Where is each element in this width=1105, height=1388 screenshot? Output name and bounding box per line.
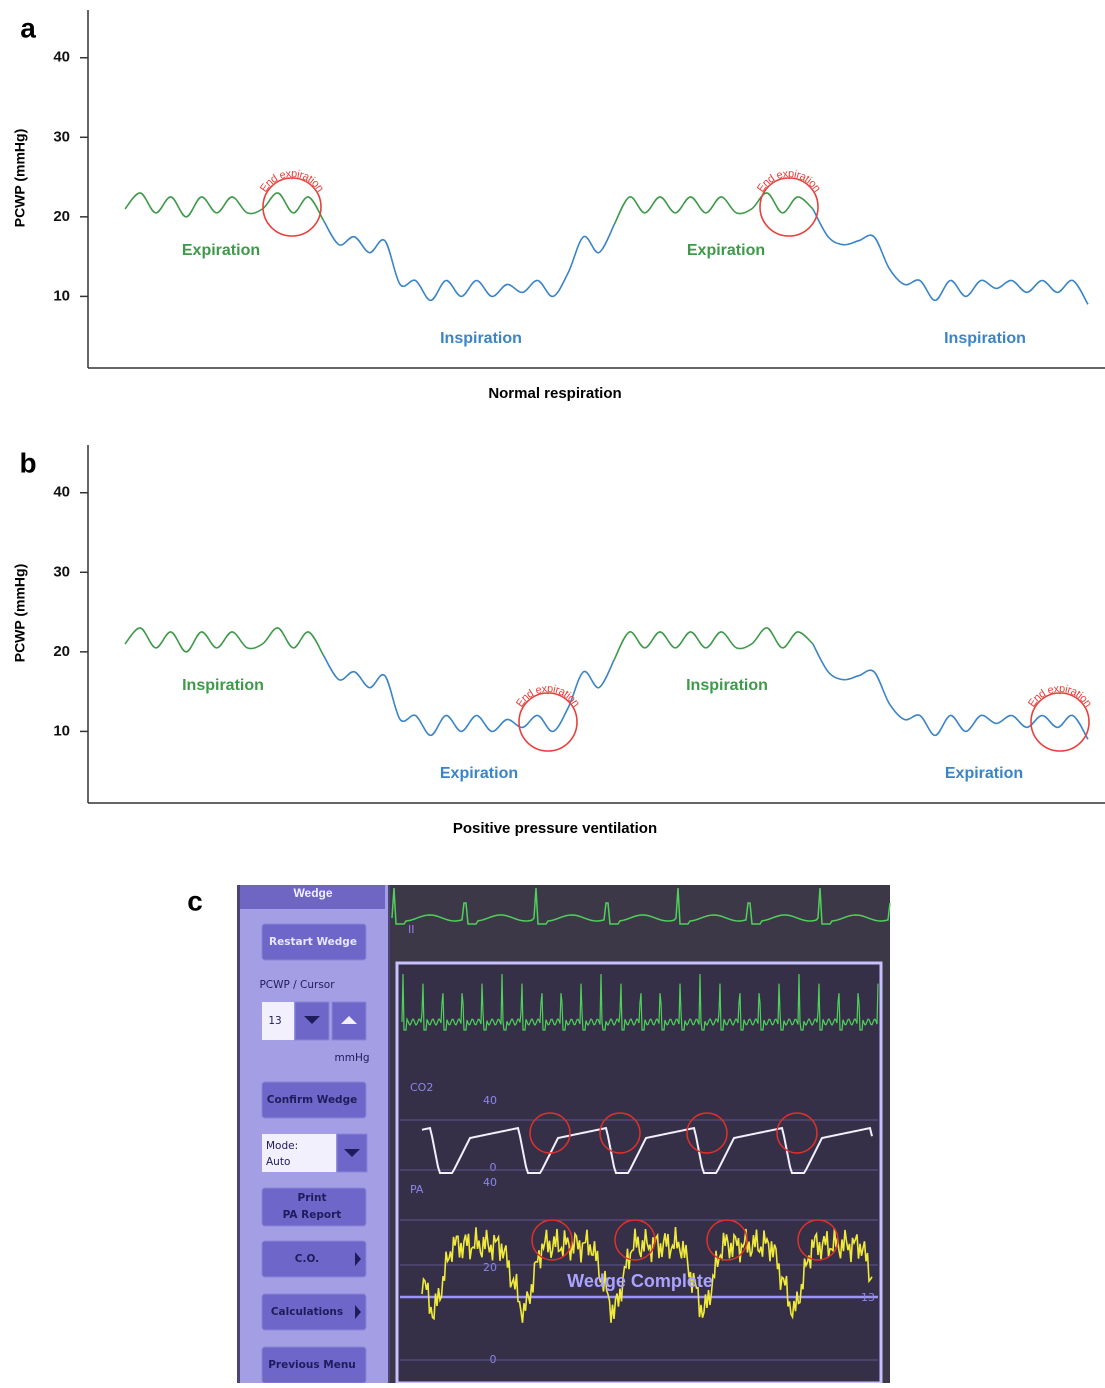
inner-screen: [395, 961, 883, 1385]
annotation: End expiration: [1026, 683, 1094, 710]
data-line: [613, 627, 814, 661]
data-line: [323, 655, 615, 737]
y-tick-label: 40: [53, 484, 70, 501]
button: [261, 923, 367, 961]
pa-trace: [421, 1227, 873, 1323]
button-arrow: [355, 1252, 361, 1266]
data-line: [323, 220, 615, 302]
annotation: Expiration: [945, 765, 1023, 782]
scale-label: 0: [490, 1353, 497, 1366]
y-axis-title: PCWP (mmHg): [12, 129, 28, 228]
annotation: End expiration: [258, 168, 326, 195]
button-label: Restart Wedge: [269, 936, 357, 948]
co2-trace: [421, 1126, 873, 1174]
y-tick-label: 30: [53, 563, 70, 580]
y-axis-title: PCWP (mmHg): [12, 564, 28, 663]
highlight-circle: [529, 1112, 571, 1154]
mode-label: Mode:: [266, 1140, 298, 1152]
status-text: Wedge Complete: [567, 1271, 713, 1291]
highlight-circle: [776, 1112, 818, 1154]
y-tick-label: 20: [53, 208, 70, 225]
trace-label: PA: [410, 1183, 424, 1196]
down-arrow: [304, 1016, 320, 1024]
panel-letter: a: [20, 12, 36, 43]
data-line: [124, 627, 325, 657]
data-line: [812, 208, 1089, 305]
button: [261, 1293, 367, 1331]
ecg-trace: [401, 973, 879, 1031]
annotation: Expiration: [687, 242, 765, 259]
annotation: Expiration: [440, 765, 518, 782]
annotation: End expiration: [514, 683, 582, 710]
field-label: PCWP / Cursor: [259, 979, 335, 991]
annotation: Expiration: [182, 242, 260, 259]
button-label: C.O.: [295, 1253, 319, 1265]
annotation-circle: [262, 177, 322, 237]
highlight-circle: [531, 1219, 573, 1261]
mode-value: Auto: [266, 1156, 290, 1168]
button-label: Calculations: [271, 1306, 343, 1318]
data-line: [812, 643, 1089, 740]
mode-box: [262, 1134, 336, 1172]
button-label: Print: [298, 1192, 327, 1204]
scale-label: 0: [490, 1161, 497, 1174]
scale-label: 40: [483, 1176, 497, 1189]
annotation: Inspiration: [944, 330, 1026, 347]
annotation-circle: [759, 177, 819, 237]
annotation-circle: [1030, 692, 1090, 752]
ecg-trace: [391, 887, 891, 925]
annotation: Inspiration: [686, 677, 768, 694]
trace-label: CO2: [410, 1081, 433, 1094]
annotation: Inspiration: [182, 677, 264, 694]
highlight-circle: [599, 1112, 641, 1154]
annotation: Inspiration: [440, 330, 522, 347]
scale-label: 40: [483, 1094, 497, 1107]
button-label: PA Report: [283, 1209, 342, 1221]
highlight-circle: [614, 1219, 656, 1261]
y-tick-label: 30: [53, 128, 70, 145]
y-tick-label: 10: [53, 722, 70, 739]
monitor-photo: Wedge Restart Wedge PCWP / Cursor 13 mmH…: [237, 885, 891, 1385]
side-header: [240, 885, 385, 909]
traces: [391, 887, 891, 1361]
panel-letter: b: [19, 447, 36, 478]
annotation: End expiration: [755, 168, 823, 195]
unit-label: mmHg: [334, 1052, 369, 1064]
panel-letter: c: [187, 885, 203, 916]
up-arrow: [341, 1016, 357, 1024]
data-line: [124, 192, 325, 222]
annotation-circle: [518, 692, 578, 752]
annotation-text: End expiration: [755, 168, 823, 195]
trace-label: II: [408, 923, 415, 936]
x-axis-title: Positive pressure ventilation: [453, 820, 657, 837]
y-tick-label: 40: [53, 49, 70, 66]
button: [261, 1240, 367, 1278]
cursor-value: 13: [268, 1015, 281, 1027]
highlight-circle: [706, 1219, 748, 1261]
button-arrow: [355, 1305, 361, 1319]
side-title: Wedge: [293, 886, 332, 900]
annotation-text: End expiration: [1026, 683, 1094, 710]
button: [261, 1081, 367, 1119]
x-axis-title: Normal respiration: [488, 385, 621, 402]
cursor-marker: 13: [861, 1291, 875, 1304]
button-label: Confirm Wedge: [267, 1094, 357, 1106]
dropdown-arrow: [344, 1149, 360, 1157]
highlight-circle: [797, 1219, 839, 1261]
y-tick-label: 10: [53, 287, 70, 304]
annotation-text: End expiration: [514, 683, 582, 710]
button: [261, 1187, 367, 1227]
y-tick-label: 20: [53, 643, 70, 660]
annotation-text: End expiration: [258, 168, 326, 195]
button-label: Previous Menu: [268, 1359, 356, 1371]
data-line: [613, 192, 814, 226]
scale-label: 20: [483, 1261, 497, 1274]
highlight-circle: [686, 1112, 728, 1154]
value-box: [262, 1002, 294, 1040]
